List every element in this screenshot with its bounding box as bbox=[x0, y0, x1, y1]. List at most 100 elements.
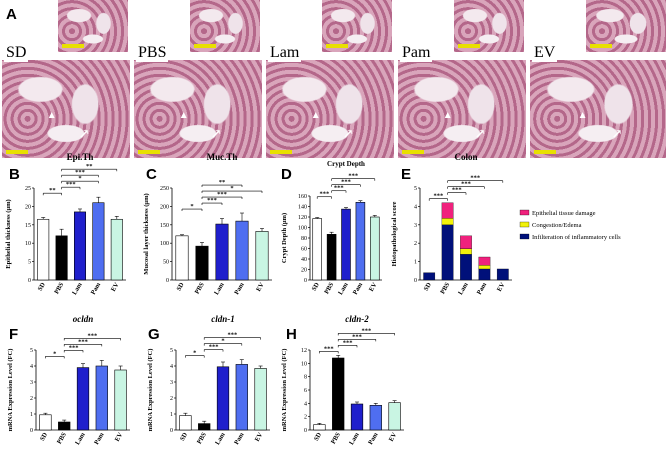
bar-e bbox=[460, 248, 472, 255]
x-tick-label-b: Lam bbox=[71, 281, 84, 296]
x-tick-label-h: SD bbox=[313, 431, 323, 442]
histology-label: SD bbox=[4, 44, 29, 62]
x-tick-label-h: Pam bbox=[367, 431, 380, 446]
arrow-icon: ↗ bbox=[611, 126, 623, 141]
sig-label-h: *** bbox=[362, 327, 372, 334]
scale-bar bbox=[6, 150, 28, 154]
x-tick-label-f: Pam bbox=[93, 431, 106, 446]
x-tick-label-e: Lam bbox=[457, 281, 470, 296]
x-tick-label-c: Pam bbox=[233, 281, 246, 296]
bar-f bbox=[114, 369, 127, 431]
histology-label: PBS bbox=[136, 44, 169, 62]
sig-label-c: * bbox=[190, 203, 193, 210]
arrowhead-icon: ▲ bbox=[577, 110, 588, 121]
sig-label-g: * bbox=[221, 338, 224, 345]
y-tick-label-c: 100 bbox=[160, 241, 169, 247]
x-tick-label-g: Lam bbox=[214, 431, 227, 446]
legend-label-e: Congestion/Edema bbox=[532, 222, 582, 229]
sig-label-d: *** bbox=[341, 179, 351, 186]
x-tick-label-h: Lam bbox=[348, 431, 361, 446]
y-tick-label-d: 0 bbox=[304, 278, 307, 284]
panel-letter-f: F bbox=[9, 326, 19, 343]
y-tick-label-g: 2 bbox=[170, 396, 173, 402]
y-tick-label-b: 5 bbox=[28, 260, 31, 266]
bar-b bbox=[55, 235, 68, 281]
x-tick-label-b: PBS bbox=[53, 281, 65, 295]
y-tick-label-e: 3 bbox=[414, 223, 417, 229]
chart-title-d: Crypt Depth bbox=[327, 160, 365, 168]
legend-swatch-e bbox=[519, 233, 530, 240]
sig-label-e: *** bbox=[452, 187, 462, 194]
arrow-icon: ↗ bbox=[342, 126, 354, 141]
bar-f bbox=[58, 421, 71, 431]
scale-bar bbox=[270, 150, 292, 154]
y-tick-label-g: 3 bbox=[170, 380, 173, 386]
scale-bar bbox=[194, 44, 216, 48]
y-tick-label-g: 0 bbox=[170, 428, 173, 434]
y-tick-label-b: 25 bbox=[25, 186, 31, 192]
bar-d bbox=[326, 234, 337, 281]
bar-h bbox=[313, 424, 326, 431]
x-tick-label-h: EV bbox=[388, 431, 399, 443]
sig-label-d: *** bbox=[320, 191, 330, 198]
y-tick-label-e: 2 bbox=[414, 241, 417, 247]
y-tick-label-e: 5 bbox=[414, 186, 417, 192]
x-tick-label-h: PBS bbox=[330, 431, 342, 445]
x-tick-label-d: SD bbox=[311, 281, 321, 292]
scale-bar bbox=[458, 44, 480, 48]
bar-h bbox=[369, 405, 382, 431]
y-axis-label-b: Epithelial thickness (μm) bbox=[5, 199, 12, 268]
bar-c bbox=[255, 231, 269, 281]
sig-label-f: *** bbox=[69, 344, 79, 351]
y-tick-label-h: 8 bbox=[304, 375, 307, 381]
chart-title-c: Muc.Th bbox=[207, 152, 238, 162]
arrow-icon: ↗ bbox=[210, 126, 222, 141]
y-tick-label-h: 6 bbox=[304, 388, 307, 394]
y-tick-label-d: 60 bbox=[301, 247, 307, 253]
bar-f bbox=[39, 414, 52, 431]
x-tick-label-c: SD bbox=[176, 281, 186, 292]
panel-letter-h: H bbox=[286, 326, 297, 343]
y-tick-label-b: 20 bbox=[25, 204, 31, 210]
x-tick-label-g: Pam bbox=[233, 431, 246, 446]
sig-label-h: *** bbox=[343, 339, 353, 346]
y-tick-label-b: 10 bbox=[25, 241, 31, 247]
y-tick-label-h: 2 bbox=[304, 415, 307, 421]
chart-title-g: cldn-1 bbox=[211, 314, 235, 324]
histology-inset-pbs bbox=[190, 0, 260, 52]
x-tick-label-g: SD bbox=[179, 431, 189, 442]
y-tick-label-g: 4 bbox=[170, 364, 173, 370]
bar-h bbox=[350, 403, 364, 431]
x-tick-label-e: Pam bbox=[476, 281, 489, 296]
x-tick-label-f: SD bbox=[39, 431, 49, 442]
sig-label-g: * bbox=[193, 350, 196, 357]
y-axis-label-f: mRNA Expression Level (FC) bbox=[7, 349, 14, 432]
x-tick-label-b: EV bbox=[110, 281, 121, 293]
y-axis-label-g: mRNA Expression Level (FC) bbox=[147, 349, 154, 432]
y-tick-label-h: 4 bbox=[304, 401, 307, 407]
histology-inset-ev bbox=[586, 0, 666, 52]
arrowhead-icon: ▲ bbox=[442, 110, 453, 121]
bar-b bbox=[37, 218, 50, 281]
x-tick-label-f: Lam bbox=[74, 431, 87, 446]
sig-label-f: *** bbox=[88, 332, 98, 339]
bar-c bbox=[195, 245, 209, 281]
y-tick-label-b: 0 bbox=[28, 278, 31, 284]
x-tick-label-e: PBS bbox=[439, 281, 451, 295]
bar-d bbox=[312, 218, 322, 281]
x-tick-label-g: EV bbox=[254, 431, 265, 443]
x-tick-label-d: EV bbox=[368, 281, 379, 293]
histology-image-ev bbox=[530, 60, 666, 158]
x-tick-label-e: EV bbox=[496, 281, 507, 293]
x-tick-label-b: SD bbox=[37, 281, 47, 292]
scale-bar bbox=[138, 150, 160, 154]
bar-h bbox=[388, 402, 401, 431]
y-tick-label-c: 50 bbox=[163, 260, 169, 266]
bar-c bbox=[235, 220, 249, 281]
chart-title-e: Colon bbox=[454, 152, 477, 162]
y-tick-label-c: 150 bbox=[160, 223, 169, 229]
bar-b bbox=[73, 211, 87, 281]
bar-e bbox=[423, 272, 436, 281]
x-tick-label-c: Lam bbox=[213, 281, 226, 296]
sig-label-c: *** bbox=[217, 191, 227, 198]
